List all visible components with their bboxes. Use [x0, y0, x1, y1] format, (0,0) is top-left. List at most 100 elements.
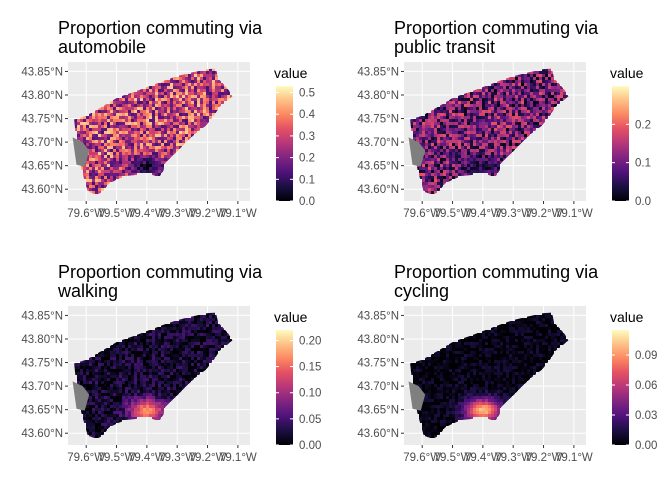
map-cell [164, 134, 167, 137]
map-cell [149, 336, 152, 339]
map-cell [491, 345, 494, 348]
map-cell [500, 342, 503, 345]
map-cell [137, 408, 140, 411]
map-cell [470, 146, 473, 149]
map-cell [518, 327, 521, 330]
map-cell [521, 348, 524, 351]
map-cell [137, 116, 140, 119]
map-cell [494, 405, 497, 408]
map-cell [95, 182, 98, 185]
map-cell [161, 116, 164, 119]
map-cell [98, 351, 101, 354]
map-cell [467, 128, 470, 131]
map-cell [473, 158, 476, 161]
map-cell [425, 378, 428, 381]
map-cell [431, 128, 434, 131]
map-cell [440, 116, 443, 119]
map-cell [452, 360, 455, 363]
y-tick-label: 43.65°N [21, 161, 63, 173]
map-cell [218, 333, 221, 336]
map-cell [119, 363, 122, 366]
map-cell [128, 396, 131, 399]
map-cell [167, 351, 170, 354]
map-cell [503, 131, 506, 134]
map-cell [104, 369, 107, 372]
map-cell [488, 411, 491, 414]
map-cell [530, 128, 533, 131]
map-cell [191, 86, 194, 89]
map-cell [185, 131, 188, 134]
map-cell [497, 113, 500, 116]
map-cell [104, 390, 107, 393]
map-cell [134, 348, 137, 351]
map-cell [518, 98, 521, 101]
map-cell [497, 167, 500, 170]
map-cell [497, 146, 500, 149]
map-cell [209, 89, 212, 92]
map-cell [146, 396, 149, 399]
map-cell [134, 408, 137, 411]
map-cell [449, 423, 452, 426]
map-cell [101, 351, 104, 354]
map-cell [194, 101, 197, 104]
map-cell [176, 378, 179, 381]
map-cell [506, 351, 509, 354]
map-cell [77, 122, 80, 125]
map-cell [509, 101, 512, 104]
map-cell [458, 128, 461, 131]
map-cell [452, 173, 455, 176]
map-cell [518, 125, 521, 128]
map-cell [167, 357, 170, 360]
map-cell [557, 89, 560, 92]
map-cell [131, 101, 134, 104]
map-cell [485, 143, 488, 146]
map-cell [149, 411, 152, 414]
map-cell [539, 348, 542, 351]
map-cell [530, 125, 533, 128]
map-cell [503, 152, 506, 155]
map-cell [191, 74, 194, 77]
map-cell [476, 134, 479, 137]
map-cell [434, 396, 437, 399]
map-cell [512, 339, 515, 342]
map-cell [500, 134, 503, 137]
map-cell [125, 98, 128, 101]
map-cell [527, 330, 530, 333]
map-cell [425, 372, 428, 375]
map-cell [113, 161, 116, 164]
map-cell [455, 161, 458, 164]
map-cell [431, 155, 434, 158]
map-cell [440, 107, 443, 110]
map-cell [110, 411, 113, 414]
map-cell [86, 143, 89, 146]
map-cell [128, 348, 131, 351]
map-cell [530, 372, 533, 375]
map-cell [122, 408, 125, 411]
map-cell [512, 77, 515, 80]
map-cell [521, 354, 524, 357]
panel-cycling: Proportion commuting via cycling43.85°N43… [357, 262, 657, 464]
map-cell [92, 432, 95, 435]
map-cell [209, 351, 212, 354]
map-cell [428, 182, 431, 185]
map-cell [182, 134, 185, 137]
map-cell [536, 101, 539, 104]
map-cell [515, 321, 518, 324]
map-cell [446, 164, 449, 167]
map-cell [194, 330, 197, 333]
map-cell [458, 342, 461, 345]
map-cell [473, 342, 476, 345]
map-cell [464, 342, 467, 345]
map-cell [461, 402, 464, 405]
map-cell [95, 432, 98, 435]
map-cell [434, 164, 437, 167]
map-cell [515, 128, 518, 131]
map-cell [215, 80, 218, 83]
map-cell [182, 137, 185, 140]
map-cell [479, 164, 482, 167]
map-cell [482, 360, 485, 363]
map-cell [182, 360, 185, 363]
map-cell [413, 378, 416, 381]
map-cell [479, 384, 482, 387]
map-cell [107, 372, 110, 375]
